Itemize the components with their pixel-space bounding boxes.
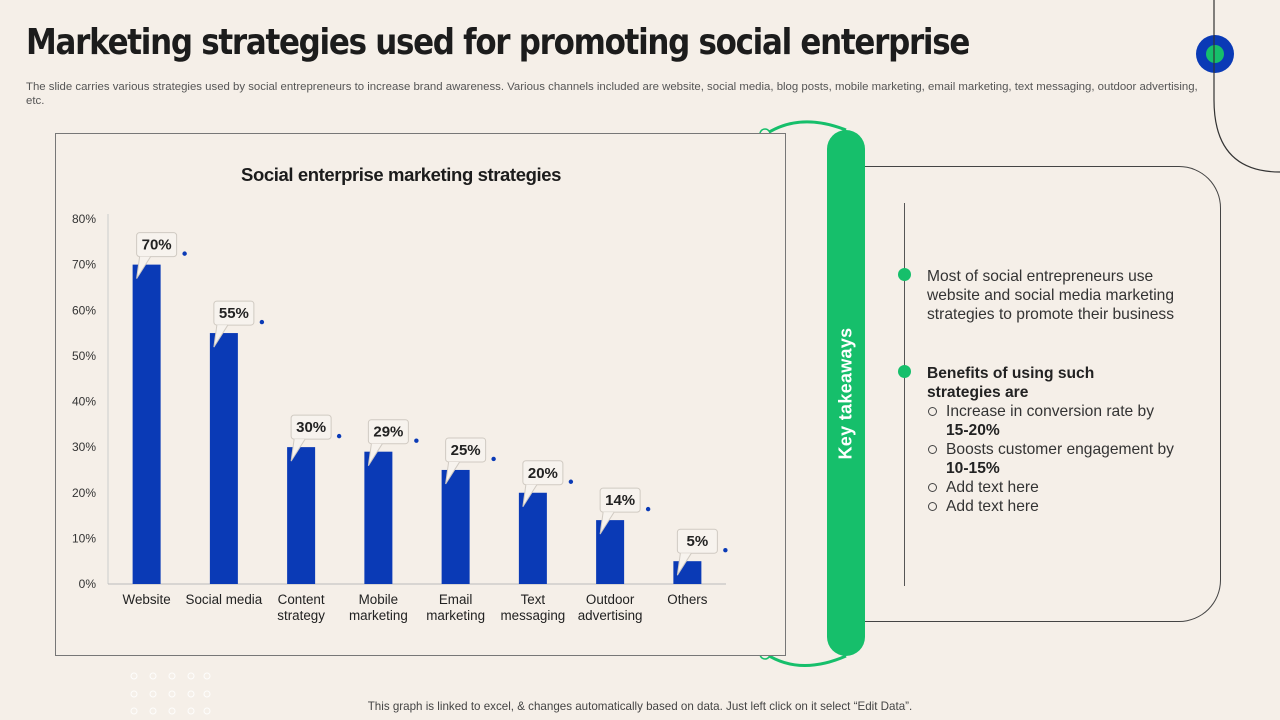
data-label-pointer [367, 443, 383, 466]
takeaway-point-1: Most of social entrepreneurs use website… [927, 268, 1175, 323]
category-label: Social media [186, 592, 263, 607]
data-label-pointer [213, 324, 229, 348]
bar [518, 492, 547, 584]
category-label: marketing [426, 608, 485, 623]
data-label-dot [723, 547, 728, 553]
y-tick-label: 20% [72, 486, 96, 500]
data-label: 25% [451, 442, 481, 459]
category-label: Text [521, 592, 546, 607]
data-label-pointer [290, 438, 306, 462]
benefit-item: Add text here [927, 478, 1197, 497]
data-label-dot [568, 479, 574, 484]
data-label-dot [414, 438, 419, 443]
category-label: Content [278, 592, 325, 607]
category-label: Email [439, 592, 473, 607]
data-label: 30% [296, 419, 326, 436]
chart-title: Social enterprise marketing strategies [241, 164, 561, 185]
circle-bullet-icon [928, 407, 937, 416]
category-label: Outdoor [586, 592, 635, 607]
data-label-box [290, 414, 332, 440]
data-label-dot [645, 506, 651, 512]
benefit-item: Boosts customer engagement by 10-15% [927, 440, 1197, 478]
bar-chart: 0% 10% 20% 30% 40% 50% 60% 70% 80% 70% Website 55% S… [72, 212, 728, 623]
circle-bullet-icon [928, 483, 937, 492]
data-label-pointer [522, 484, 538, 508]
y-tick-label: 80% [72, 212, 96, 226]
y-tick-label: 60% [72, 303, 96, 317]
category-label: Mobile [359, 592, 398, 607]
data-label-box [522, 460, 564, 486]
data-label-dot [259, 319, 265, 325]
data-label-box [676, 528, 718, 554]
data-label-box [367, 419, 409, 445]
data-label-dot [491, 456, 496, 462]
footer-note: This graph is linked to excel, & changes… [367, 700, 913, 713]
data-label: 55% [219, 305, 249, 322]
bar [364, 451, 393, 584]
data-label-pointer [599, 511, 615, 535]
data-label: 70% [142, 237, 172, 254]
data-label: 5% [687, 533, 709, 550]
data-label: 14% [605, 492, 635, 509]
data-label-pointer [676, 552, 692, 576]
circle-bullet-icon [928, 502, 937, 511]
data-label-dot [336, 433, 342, 439]
category-label: Website [123, 592, 171, 607]
slide-subtitle: The slide carries various strategies use… [26, 81, 1198, 107]
takeaways-divider [904, 203, 905, 586]
circle-bullet-icon [928, 445, 937, 454]
takeaway-point-2: Benefits of using such strategies are In… [927, 364, 1197, 516]
bullet-icon [898, 268, 911, 281]
benefits-list: Increase in conversion rate by 15-20% Bo… [927, 402, 1197, 516]
data-label-box [599, 487, 641, 513]
y-tick-label: 30% [72, 440, 96, 454]
data-label-box [445, 437, 487, 463]
data-label: 29% [373, 424, 403, 441]
y-tick-label: 50% [72, 349, 96, 363]
y-tick-label: 40% [72, 395, 96, 409]
data-label: 20% [528, 465, 558, 482]
takeaways-panel [852, 166, 1221, 622]
data-label-pointer [136, 256, 152, 279]
bar [441, 469, 470, 584]
benefit-item: Add text here [927, 497, 1197, 516]
data-label-dot [182, 251, 187, 256]
takeaway-point-2-title: Benefits of using such strategies are [927, 365, 1095, 401]
category-label: marketing [349, 608, 408, 623]
benefit-item: Increase in conversion rate by 15-20% [927, 402, 1197, 440]
category-label: advertising [578, 608, 643, 623]
y-tick-label: 10% [72, 531, 96, 545]
key-takeaways-bar [827, 130, 865, 656]
data-label-box [136, 232, 178, 258]
data-label-pointer [445, 461, 461, 485]
bullet-icon [898, 365, 911, 378]
category-label: Others [667, 592, 707, 607]
bar [287, 447, 316, 584]
chart-panel[interactable]: Social enterprise marketing strategies 0… [55, 133, 786, 656]
bar [209, 333, 238, 584]
key-takeaways-label: Key takeaways [835, 327, 856, 459]
category-label: messaging [500, 608, 565, 623]
bar [132, 264, 161, 584]
data-label-box [213, 300, 255, 326]
category-label: strategy [277, 608, 325, 623]
slide-title: Marketing strategies used for promoting … [26, 22, 970, 63]
y-tick-label: 70% [72, 258, 96, 272]
y-tick-label: 0% [79, 577, 97, 591]
